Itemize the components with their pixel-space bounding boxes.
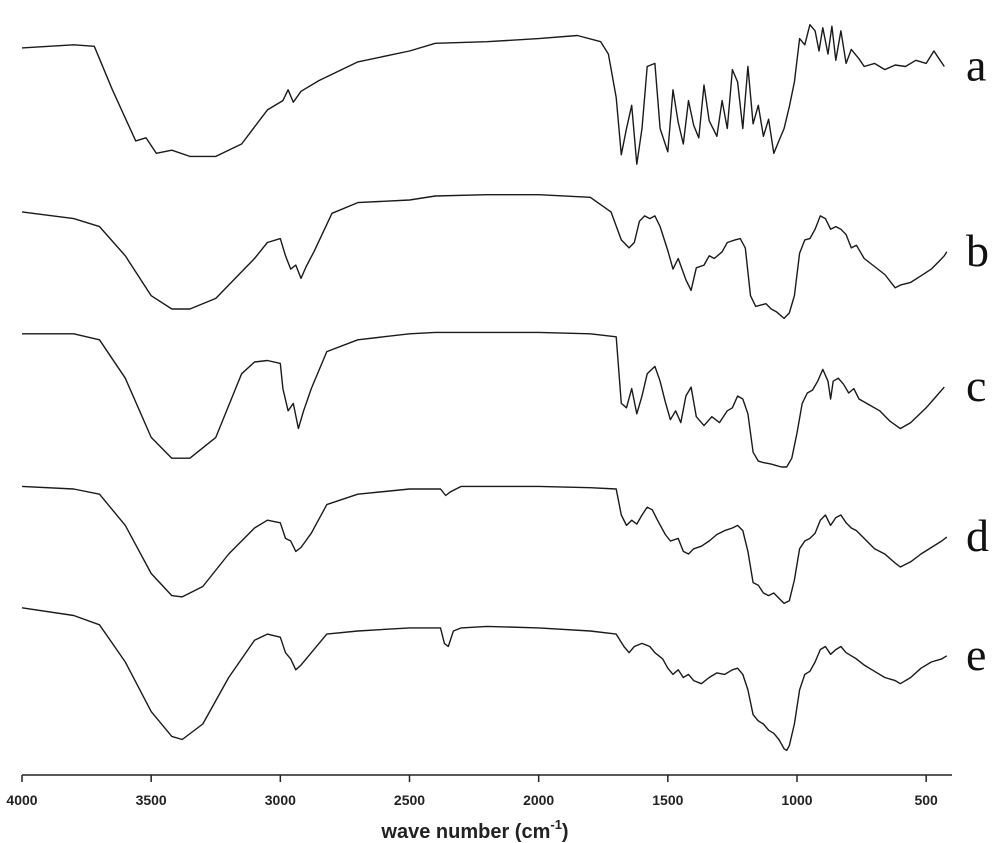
- x-tick-label: 4000: [6, 792, 37, 808]
- spectrum-trace-a: [21, 24, 945, 165]
- x-axis-title: wave number (cm-1): [380, 817, 568, 843]
- series-label-a: a: [966, 40, 986, 91]
- series-labels: a b c d e: [966, 40, 989, 680]
- x-tick-label: 2500: [394, 792, 425, 808]
- spectrum-trace-b: [21, 194, 948, 320]
- x-tick-label: 1500: [652, 792, 683, 808]
- series-label-d: d: [966, 510, 989, 561]
- spectra-traces: [21, 24, 948, 752]
- spectrum-trace-c: [22, 331, 945, 468]
- x-tick-label: 2000: [523, 792, 554, 808]
- x-tick-label: 3500: [136, 792, 167, 808]
- series-label-c: c: [966, 360, 986, 411]
- spectrum-trace-e: [21, 607, 948, 752]
- x-axis-ticks: 4000 3500 3000 2500 2000 1500 1000 500: [6, 775, 938, 808]
- x-tick-label: 3000: [265, 792, 296, 808]
- series-label-b: b: [966, 225, 989, 276]
- spectrum-trace-d: [21, 485, 948, 605]
- x-tick-label: 500: [914, 792, 938, 808]
- x-tick-label: 1000: [781, 792, 812, 808]
- series-label-e: e: [966, 629, 986, 680]
